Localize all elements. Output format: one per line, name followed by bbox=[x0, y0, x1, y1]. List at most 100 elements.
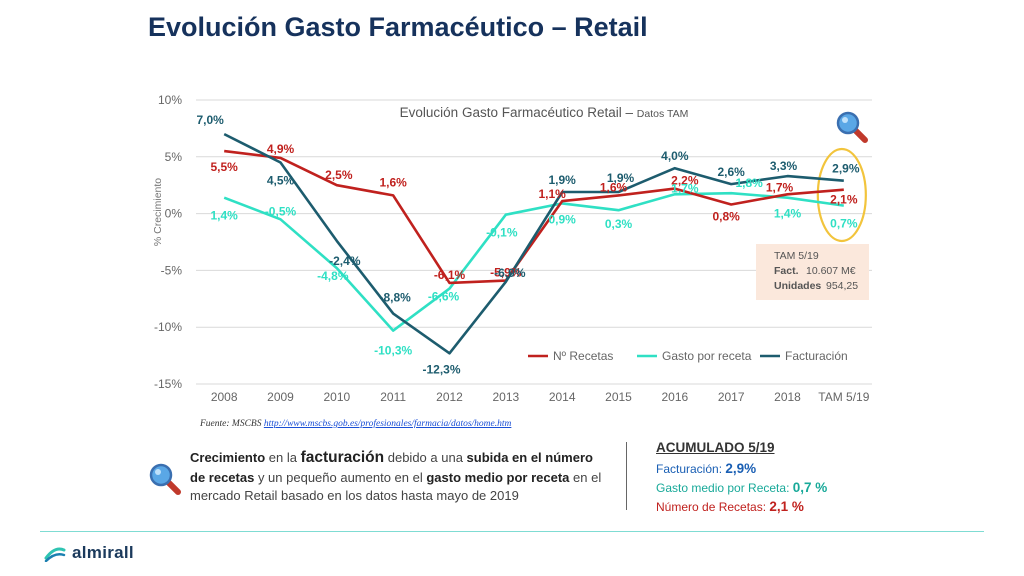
summary-keyword-growth: Crecimiento bbox=[190, 450, 266, 465]
legend-label: Facturación bbox=[785, 349, 848, 363]
data-label: 7,0% bbox=[196, 113, 224, 127]
magnifier-icon bbox=[835, 110, 869, 144]
data-label: 2,6% bbox=[717, 165, 745, 179]
data-label: -10,3% bbox=[374, 344, 412, 358]
accumulated-title: ACUMULADO 5/19 bbox=[656, 440, 775, 455]
annotation-box bbox=[756, 244, 869, 300]
accumulated-billing: Facturación: 2,9% bbox=[656, 461, 827, 476]
annotation-title: TAM 5/19 bbox=[774, 250, 819, 262]
data-label: 0,9% bbox=[548, 212, 576, 226]
annotation-fact-value: 10.607 M€ bbox=[806, 265, 856, 277]
x-tick-label: 2012 bbox=[436, 390, 463, 404]
annotation-units-value: 954,25 bbox=[826, 280, 858, 292]
y-tick-label: 10% bbox=[158, 93, 182, 107]
data-label: 0,3% bbox=[605, 217, 633, 231]
summary-text-part: en la bbox=[265, 450, 301, 465]
data-label: -0,1% bbox=[486, 226, 518, 240]
chart-title-main: Evolución Gasto Farmacéutico Retail bbox=[400, 105, 622, 120]
accumulated-avg-spend-value: 0,7 % bbox=[792, 480, 828, 495]
accumulated-billing-label: Facturación: bbox=[656, 462, 726, 476]
data-label: 4,0% bbox=[661, 149, 689, 163]
x-tick-label: TAM 5/19 bbox=[818, 390, 869, 404]
data-label: -5,9% bbox=[490, 266, 522, 280]
y-tick-label: 0% bbox=[165, 207, 183, 221]
legend-label: Nº Recetas bbox=[553, 349, 613, 363]
data-label: 1,9% bbox=[548, 173, 576, 187]
data-label: 1,4% bbox=[774, 207, 802, 221]
data-label: 2,2% bbox=[671, 174, 699, 188]
accumulated-billing-value: 2,9% bbox=[725, 461, 757, 476]
y-tick-label: -15% bbox=[154, 377, 182, 391]
x-tick-label: 2009 bbox=[267, 390, 294, 404]
summary-keyword-prescriptions: subida en el número de recetas bbox=[190, 450, 593, 485]
summary-text-part: y un pequeño aumento en el bbox=[254, 470, 427, 485]
magnifier-icon bbox=[148, 462, 182, 496]
accumulated-prescriptions-value: 2,1 % bbox=[769, 499, 804, 514]
data-label: -8,8% bbox=[379, 291, 411, 305]
data-label: 1,6% bbox=[600, 180, 628, 194]
x-tick-label: 2013 bbox=[492, 390, 519, 404]
chart-title: Evolución Gasto Farmacéutico Retail – Da… bbox=[400, 105, 689, 120]
y-axis-label: % Crecimiento bbox=[152, 178, 164, 246]
summary-keyword-billing: facturación bbox=[300, 449, 385, 466]
data-label: 2,5% bbox=[325, 168, 353, 182]
data-label: 5,5% bbox=[210, 160, 238, 174]
accumulated-avg-spend: Gasto medio por Receta: 0,7 % bbox=[656, 480, 827, 495]
data-label: 1,9% bbox=[607, 171, 635, 185]
x-tick-label: 2008 bbox=[211, 390, 238, 404]
data-label: 2,1% bbox=[830, 193, 858, 207]
data-label: 1,1% bbox=[538, 187, 566, 201]
x-tick-label: 2011 bbox=[380, 390, 406, 404]
accumulated-prescriptions: Número de Recetas: 2,1 % bbox=[656, 499, 827, 514]
data-label: 4,9% bbox=[267, 142, 295, 156]
accumulated-panel: ACUMULADO 5/19 Facturación: 2,9% Gasto m… bbox=[656, 440, 827, 518]
data-label: 0,8% bbox=[712, 210, 740, 224]
data-label: 2,9% bbox=[832, 162, 860, 176]
data-label: -12,3% bbox=[422, 362, 460, 376]
data-label: 1,8% bbox=[735, 176, 763, 190]
slide-title: Evolución Gasto Farmacéutico – Retail bbox=[148, 12, 648, 42]
x-tick-label: 2016 bbox=[661, 390, 688, 404]
data-label: -6,0% bbox=[494, 266, 526, 280]
data-label: -0,5% bbox=[265, 204, 297, 218]
chart-subtitle: Datos TAM bbox=[637, 108, 689, 120]
summary-text-part: en el mercado Retail basado en los datos… bbox=[190, 470, 602, 504]
x-tick-label: 2018 bbox=[774, 390, 801, 404]
series-line-0 bbox=[224, 149, 844, 285]
data-label: 3,3% bbox=[770, 159, 798, 173]
source-link[interactable]: http://www.mscbs.gob.es/profesionales/fa… bbox=[263, 419, 512, 429]
summary-text: Crecimiento en la facturación debido a u… bbox=[190, 447, 610, 506]
data-label: -6,1% bbox=[434, 268, 466, 282]
x-tick-label: 2015 bbox=[605, 390, 632, 404]
footer-divider bbox=[40, 531, 984, 532]
x-tick-label: 2010 bbox=[323, 390, 350, 404]
data-label: 1,7% bbox=[766, 180, 794, 194]
y-tick-label: 5% bbox=[165, 150, 183, 164]
logo-text: almirall bbox=[72, 543, 134, 562]
y-tick-label: -10% bbox=[154, 320, 182, 334]
summary-keyword-avg-spend: gasto medio por receta bbox=[426, 470, 570, 485]
data-label: 4,5% bbox=[267, 173, 295, 187]
x-tick-label: 2014 bbox=[549, 390, 576, 404]
data-label: 0,7% bbox=[830, 217, 858, 231]
x-tick-label: 2017 bbox=[718, 390, 745, 404]
company-logo: almirall bbox=[44, 543, 134, 563]
legend-label: Gasto por receta bbox=[662, 349, 752, 363]
series-line-2 bbox=[223, 132, 844, 355]
growth-line-chart: 10% 5% 0% -5% -10% -15% 2008 2009 2010 2011 2012 20… bbox=[152, 93, 872, 404]
data-label: 1,6% bbox=[379, 175, 407, 189]
annotation-units-label: Unidades bbox=[774, 280, 821, 292]
logo-mark-icon bbox=[44, 547, 66, 562]
accumulated-prescriptions-label: Número de Recetas: bbox=[656, 500, 770, 514]
source-note: Fuente: MSCBS http://www.mscbs.gob.es/pr… bbox=[200, 419, 511, 429]
annotation-fact-label: Fact. bbox=[774, 265, 799, 277]
source-prefix: Fuente: MSCBS bbox=[200, 419, 264, 429]
data-label: -6,6% bbox=[428, 290, 460, 304]
summary-text-part: debido a una bbox=[384, 450, 467, 465]
vertical-divider bbox=[626, 442, 627, 510]
data-label: 1,7% bbox=[671, 181, 699, 195]
accumulated-avg-spend-label: Gasto medio por Receta: bbox=[656, 481, 793, 495]
data-label: 1,4% bbox=[210, 209, 238, 223]
highlight-ellipse bbox=[816, 147, 867, 243]
y-tick-label: -5% bbox=[161, 263, 183, 277]
